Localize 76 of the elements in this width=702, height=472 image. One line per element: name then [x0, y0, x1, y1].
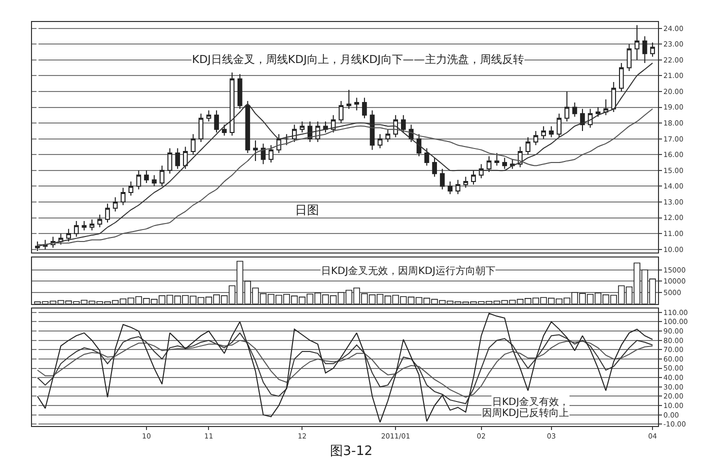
candlestick [346, 89, 352, 110]
candlestick [82, 220, 87, 231]
candlestick [471, 170, 476, 186]
candlestick [370, 110, 375, 150]
candlestick [572, 102, 578, 118]
line-series [36, 312, 654, 423]
candlestick [292, 124, 297, 142]
candlestick [603, 98, 608, 116]
line-series [36, 108, 654, 246]
candlestick [502, 157, 508, 170]
candlestick [175, 148, 180, 170]
candlestick [338, 100, 344, 124]
candlestick [198, 113, 204, 142]
candlestick [440, 168, 445, 190]
candlestick [455, 179, 460, 195]
caption: 图3-12 [330, 444, 373, 459]
annotation: 日KDJ金叉有效， [492, 396, 570, 408]
candlestick [385, 128, 390, 142]
line-series [36, 340, 654, 398]
candlestick [222, 124, 227, 136]
candlestick [190, 134, 196, 156]
candlestick [268, 144, 274, 164]
candlestick [300, 120, 305, 134]
candlestick [152, 174, 157, 187]
candlestick [354, 97, 360, 111]
candlestick [214, 110, 219, 134]
candlestick [120, 187, 126, 206]
candlestick [564, 90, 570, 122]
candlestick [245, 100, 250, 154]
candlestick [230, 72, 235, 136]
candlestick [105, 203, 110, 224]
candlestick [160, 165, 164, 187]
candlestick [206, 110, 212, 122]
candlestick [260, 143, 266, 165]
candlestick [362, 97, 367, 119]
candlestick [424, 148, 430, 166]
candlestick [112, 196, 118, 212]
annotation: 日图 [295, 203, 319, 217]
candlestick [626, 44, 632, 72]
candlestick [416, 134, 422, 157]
annotation: 日KDJ金叉无效，因周KDJ运行方向朝下 [321, 265, 496, 277]
line-series [36, 332, 654, 404]
candlestick [97, 214, 102, 228]
candlestick [323, 120, 328, 134]
candlestick [237, 74, 242, 110]
candlestick [284, 134, 290, 146]
candlestick [378, 134, 382, 149]
candlestick [611, 82, 616, 112]
candlestick [463, 176, 468, 188]
candlestick [548, 126, 554, 138]
candlestick [144, 170, 149, 184]
candlestick [400, 114, 406, 134]
candlestick [128, 180, 134, 196]
candlestick [90, 218, 94, 231]
annotation: KDJ日线金叉，周线KDJ向上，月线KDJ向下——主力洗盘，周线反转 [192, 53, 524, 66]
candlestick [432, 157, 437, 178]
candlestick [533, 130, 538, 146]
candlestick [66, 228, 71, 242]
candlestick [541, 126, 546, 140]
candlestick [486, 156, 492, 172]
candlestick [596, 106, 600, 118]
candlestick [182, 146, 188, 170]
candlestick [167, 148, 172, 174]
candlestick [580, 108, 585, 132]
candlestick [556, 113, 562, 138]
annotation: 因周KDJ已反转向上 [482, 407, 570, 419]
candlestick [642, 36, 648, 64]
candlestick [650, 42, 655, 58]
candlestick [526, 136, 530, 156]
candlestick [494, 152, 500, 166]
candlestick [619, 62, 624, 92]
candlestick [136, 170, 142, 190]
candlestick [634, 24, 640, 60]
candlestick [448, 180, 453, 195]
candlestick [253, 140, 258, 162]
candlestick [74, 220, 79, 238]
